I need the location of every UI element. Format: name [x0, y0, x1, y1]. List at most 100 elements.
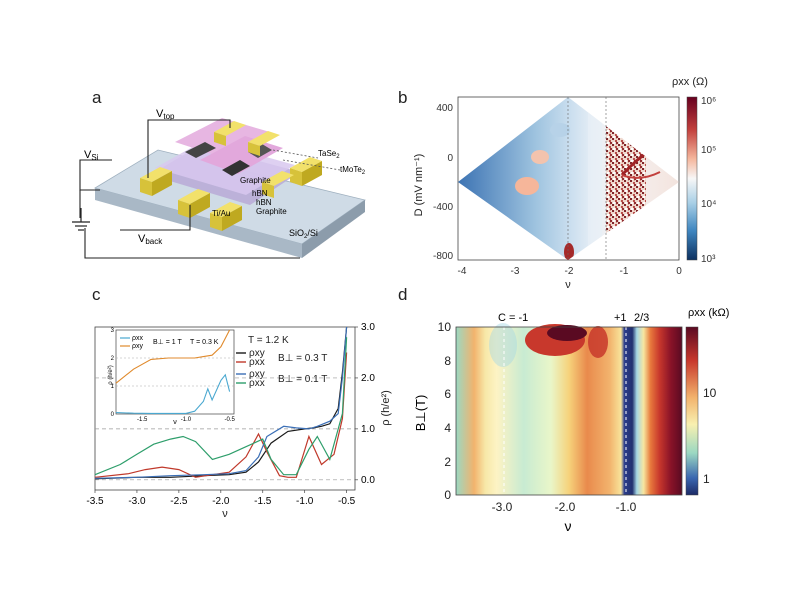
x-tick-label: -1.5: [254, 496, 272, 507]
ground-icon: [72, 208, 90, 231]
x-tick-label: -3.5: [86, 496, 104, 507]
legend-entry: ρxy: [132, 343, 143, 350]
tase2-label: TaSe2: [318, 149, 340, 160]
tiau-contacts: [140, 121, 322, 231]
colorbar-tick-label: 1: [703, 472, 710, 486]
y-tick-label: -400: [433, 202, 453, 213]
series-line: [94, 326, 348, 480]
inset-temperature-label: T = 0.3 K: [190, 339, 219, 346]
legend-entry: ρxx: [249, 378, 265, 389]
panel-b-y-ticks: 400 0 -400 -800: [433, 103, 453, 262]
colorbar-tick-label: 10⁵: [701, 145, 716, 156]
colorbar-tick-label: 10: [703, 386, 717, 400]
legend-entry: ρxy: [249, 369, 265, 380]
panel-d-x-axis-label: ν: [565, 518, 572, 534]
tmote2-label: tMoTe2: [340, 165, 366, 176]
panel-d-data-region: [456, 327, 682, 495]
panel-b-x-axis-label: ν: [565, 279, 571, 291]
panel-c-inset-plot-area: [115, 329, 234, 414]
y-tick-label: 10: [438, 320, 452, 334]
legend-entry: ρxx: [132, 335, 143, 342]
x-tick-label: -4: [458, 266, 467, 277]
legend-field-label: B⊥ = 0.3 T: [278, 353, 327, 364]
inset-y-tick-label: 3: [111, 328, 115, 334]
inset-x-tick-label: -1.5: [137, 417, 148, 423]
circuit-wires: [79, 119, 300, 259]
y-tick-label: -800: [433, 251, 453, 262]
y-tick-label: 4: [444, 421, 451, 435]
panel-b-y-axis-label: D (mV nm⁻¹): [413, 154, 425, 217]
panel-d-axes-frame: [455, 326, 683, 496]
panel-label-a: a: [92, 88, 102, 107]
x-tick-label: -1: [620, 266, 629, 277]
inset-field-label: B⊥ = 1 T: [153, 339, 182, 346]
x-tick-label: -1.0: [296, 496, 314, 507]
inset-series-line: [115, 373, 231, 414]
panel-d-x-ticks: -3.0 -2.0 -1.0: [492, 500, 637, 514]
inset-series-line: [115, 329, 231, 384]
colorbar-tick-label: 10⁴: [701, 199, 716, 210]
legend-title: T = 1.2 K: [248, 335, 289, 346]
legend-entry: ρxx: [249, 357, 265, 368]
v-back-label: Vback: [138, 233, 163, 246]
x-tick-label: -1.0: [616, 500, 637, 514]
inset-y-tick-label: 0: [111, 412, 115, 418]
panel-label-b: b: [398, 88, 407, 107]
series-line: [94, 352, 348, 478]
panel-d-high-resistance-region: [547, 325, 587, 341]
inset-x-tick-label: -0.5: [224, 417, 235, 423]
annotation-c-minus-one: C = -1: [498, 312, 528, 324]
x-tick-label: -3.0: [128, 496, 146, 507]
v-top-label: Vtop: [156, 108, 175, 121]
colorbar-tick-label: 10⁶: [701, 96, 716, 107]
annotation-two-thirds: 2/3: [634, 312, 649, 324]
panel-label-d: d: [398, 285, 407, 304]
panel-b-colorbar: [686, 96, 698, 261]
tase2-flake: [185, 142, 216, 158]
y-tick-label: 8: [444, 354, 451, 368]
panel-label-c: c: [92, 285, 101, 304]
x-tick-label: -0.5: [338, 496, 356, 507]
y-tick-label: 2: [444, 455, 451, 469]
tase2-flake: [222, 160, 250, 176]
y-tick-label: 2.0: [361, 373, 375, 384]
y-tick-label: 6: [444, 387, 451, 401]
panel-b-colorbar-label: ρxx (Ω): [672, 76, 708, 88]
legend-entry: ρxy: [249, 348, 265, 359]
panel-d-colorbar-label: ρxx (kΩ): [688, 307, 729, 319]
y-tick-label: 400: [436, 103, 453, 114]
series-line: [94, 326, 348, 479]
x-tick-label: -2: [565, 266, 574, 277]
panel-c-legend: T = 1.2 K ρxy ρxx B⊥ = 0.3 T ρxy ρxx B⊥ …: [236, 335, 327, 389]
panel-c-inset-legend: ρxx ρxy B⊥ = 1 T T = 0.3 K: [120, 335, 219, 350]
x-tick-label: -3: [511, 266, 520, 277]
tiau-label: Ti/Au: [212, 209, 230, 218]
y-tick-label: 0.0: [361, 475, 375, 486]
panel-b-colorbar-ticks: 10⁶ 10⁵ 10⁴ 10³: [701, 96, 716, 265]
y-tick-label: 1.0: [361, 424, 375, 435]
substrate-side: [302, 200, 365, 258]
hbn-top-label: hBN: [252, 189, 268, 198]
panel-c-inset-x-label: ν: [173, 419, 177, 426]
substrate-front: [95, 188, 302, 258]
panel-c-axes-frame: [94, 326, 356, 491]
panel-b-x-ticks: -4 -3 -2 -1 0: [458, 266, 683, 277]
x-tick-label: -2.5: [170, 496, 188, 507]
hbn-bottom-label: hBN: [256, 198, 272, 207]
y-tick-label: 3.0: [361, 322, 375, 333]
panel-d-colorbar-ticks: 10 1: [703, 386, 717, 486]
panel-d-y-ticks: 0 2 4 6 8 10: [438, 320, 452, 502]
x-tick-label: -2.0: [555, 500, 576, 514]
graphite-bottom-label: Graphite: [256, 207, 287, 216]
panel-c-inset-frame: [115, 329, 235, 415]
panel-d-y-axis-label: B⊥(T): [413, 395, 428, 432]
colorbar-tick-label: 10³: [701, 254, 716, 265]
tmote2-leader-line: [282, 159, 341, 171]
panel-d-high-resistance-region: [588, 326, 608, 358]
series-line: [94, 337, 348, 476]
panel-b-axes-frame: [457, 96, 680, 261]
